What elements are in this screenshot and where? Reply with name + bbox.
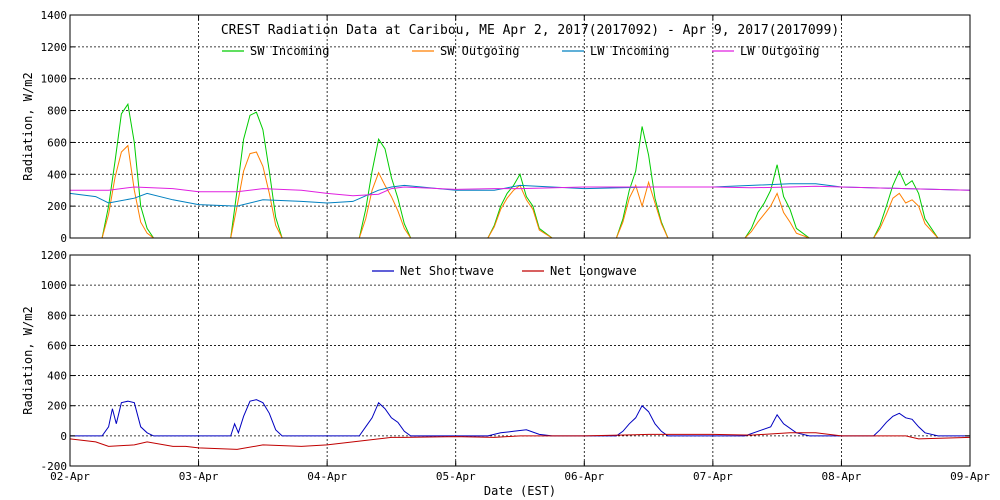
y-tick-label: 400 bbox=[47, 168, 67, 181]
legend-item-sw-outgoing: SW Outgoing bbox=[412, 44, 519, 58]
top-panel-frame bbox=[69, 14, 971, 239]
y-tick-label: 200 bbox=[47, 200, 67, 213]
x-axis-label: Date (EST) bbox=[484, 484, 556, 498]
x-tick-label: 08-Apr bbox=[822, 470, 862, 483]
y-tick-label: 400 bbox=[47, 370, 67, 383]
legend-item-lw-incoming: LW Incoming bbox=[562, 44, 669, 58]
x-tick-label: 09-Apr bbox=[950, 470, 990, 483]
bottom-y-axis-label: Radiation, W/m2 bbox=[21, 306, 35, 414]
x-tick-label: 02-Apr bbox=[50, 470, 90, 483]
top-panel-legend: SW Incoming SW Outgoing LW Incoming LW Outg… bbox=[222, 44, 819, 58]
top-panel: 0 200 400 600 800 1000 1200 1400 CREST Radiatio… bbox=[21, 9, 971, 245]
x-tick-label: 03-Apr bbox=[179, 470, 219, 483]
top-panel-grid bbox=[70, 15, 970, 238]
legend-label: Net Longwave bbox=[550, 264, 637, 278]
y-tick-label: -200 bbox=[41, 460, 68, 473]
series-line-sw-outgoing bbox=[70, 144, 970, 239]
legend-item-net-longwave: Net Longwave bbox=[522, 264, 637, 278]
legend-label: Net Shortwave bbox=[400, 264, 494, 278]
x-tick-label: 05-Apr bbox=[436, 470, 476, 483]
bottom-panel-frame bbox=[69, 254, 971, 467]
y-tick-label: 600 bbox=[47, 136, 67, 149]
y-tick-label: 0 bbox=[60, 232, 67, 245]
legend-item-lw-outgoing: LW Outgoing bbox=[712, 44, 819, 58]
series-line-sw-incoming bbox=[70, 102, 970, 239]
y-tick-label: 1000 bbox=[41, 73, 68, 86]
y-tick-label: 200 bbox=[47, 400, 67, 413]
chart-title: CREST Radiation Data at Caribou, ME Apr … bbox=[221, 23, 839, 38]
legend-item-sw-incoming: SW Incoming bbox=[222, 44, 329, 58]
bottom-panel-ticks: -200 0 200 400 600 800 1000 1200 02-Apr 03-Apr 04-… bbox=[41, 249, 991, 483]
legend-label: SW Incoming bbox=[250, 44, 329, 58]
bottom-panel-grid bbox=[70, 255, 970, 466]
legend-item-net-shortwave: Net Shortwave bbox=[372, 264, 494, 278]
y-tick-label: 1200 bbox=[41, 249, 68, 262]
y-tick-label: 1400 bbox=[41, 9, 68, 22]
bottom-panel-series bbox=[69, 399, 971, 450]
series-line-lw-incoming bbox=[69, 183, 971, 207]
y-tick-label: 800 bbox=[47, 105, 67, 118]
y-tick-label: 800 bbox=[47, 309, 67, 322]
y-tick-label: 600 bbox=[47, 339, 67, 352]
legend-label: SW Outgoing bbox=[440, 44, 519, 58]
y-tick-label: 1200 bbox=[41, 41, 68, 54]
top-panel-series bbox=[69, 102, 971, 239]
x-tick-label: 07-Apr bbox=[693, 470, 733, 483]
y-tick-label: 1000 bbox=[41, 279, 68, 292]
bottom-panel: -200 0 200 400 600 800 1000 1200 02-Apr 03-Apr 04-… bbox=[21, 249, 990, 498]
x-tick-label: 06-Apr bbox=[564, 470, 604, 483]
series-line-lw-outgoing bbox=[70, 185, 971, 197]
top-y-axis-label: Radiation, W/m2 bbox=[21, 72, 35, 180]
legend-label: LW Incoming bbox=[590, 44, 669, 58]
top-panel-ticks: 0 200 400 600 800 1000 1200 1400 bbox=[41, 9, 971, 245]
bottom-panel-legend: Net Shortwave Net Longwave bbox=[372, 264, 637, 278]
series-line-net-longwave bbox=[69, 432, 971, 450]
x-tick-label: 04-Apr bbox=[307, 470, 347, 483]
series-line-net-shortwave bbox=[70, 399, 970, 437]
legend-label: LW Outgoing bbox=[740, 44, 819, 58]
y-tick-label: 0 bbox=[60, 430, 67, 443]
